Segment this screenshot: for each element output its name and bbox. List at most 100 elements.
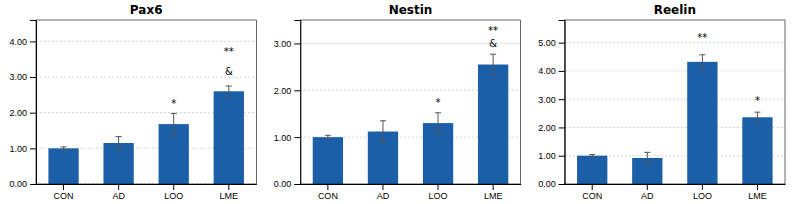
tick-mark [493, 184, 494, 190]
bar [313, 137, 343, 184]
title: Nestin [389, 3, 433, 17]
tick-mark [294, 137, 300, 138]
annotations: ***& [171, 46, 234, 109]
tick-label: 2.00 [538, 123, 556, 133]
y-axis: 0.00 1.00 2.00 3.00 4.00 5.00 [538, 21, 565, 190]
tick: 2.00 [538, 123, 565, 133]
tick-mark [63, 184, 64, 190]
tick-mark [30, 148, 36, 149]
tick-mark [30, 41, 36, 42]
error-bar [589, 155, 595, 157]
error-bar [116, 137, 122, 150]
axis-line [559, 21, 566, 185]
bar [48, 148, 78, 184]
plot-area [313, 54, 509, 184]
tick: 1.00 [538, 151, 565, 161]
tick-label: 3.00 [538, 95, 556, 105]
error-bar [754, 112, 760, 122]
tick-mark [647, 184, 648, 190]
tick-label: 5.00 [538, 38, 556, 48]
annotation: * [755, 95, 760, 106]
tick-label: LOO [693, 191, 712, 201]
bar [577, 156, 607, 184]
annotation: & [225, 66, 233, 77]
tick-mark [438, 184, 439, 190]
tick-label: 2.00 [274, 86, 292, 96]
tick: CON [54, 184, 74, 201]
tick-mark [118, 184, 119, 190]
bar [687, 62, 717, 184]
tick-mark [559, 127, 565, 128]
annotations: ***& [436, 25, 499, 107]
tick-mark [30, 184, 36, 185]
error-bar [699, 55, 705, 69]
tick-label: LOO [164, 191, 183, 201]
tick: 5.00 [538, 38, 565, 48]
bar [478, 65, 508, 184]
title: Pax6 [130, 3, 163, 17]
tick: 0.00 [538, 179, 565, 189]
grid [565, 43, 785, 184]
tick: LOO [164, 184, 183, 201]
panel: 0.001.002.003.004.005.00CONADLOOLME***Re… [538, 3, 785, 201]
tick-label: 4.00 [538, 66, 556, 76]
tick-label: 1.00 [538, 151, 556, 161]
tick: 3.00 [9, 72, 36, 82]
tick: 0.00 [9, 179, 36, 189]
tick-label: 4.00 [9, 37, 27, 47]
grid-line [300, 43, 520, 44]
x-axis: CON AD LOO LME [565, 184, 785, 201]
tick-mark [30, 113, 36, 114]
tick-mark [559, 71, 565, 72]
annotation: ** [697, 32, 707, 43]
tick-mark [294, 90, 300, 91]
tick: LME [220, 184, 239, 201]
tick-label: AD [377, 191, 390, 201]
tick: 2.00 [274, 86, 301, 96]
tick-label: 0.00 [538, 179, 556, 189]
tick-mark [173, 184, 174, 190]
tick: LOO [693, 184, 712, 201]
tick-label: 3.00 [274, 39, 292, 49]
tick-mark [30, 77, 36, 78]
tick: LME [748, 184, 767, 201]
tick: 0.00 [274, 179, 301, 189]
bar [742, 117, 772, 184]
tick-mark [757, 184, 758, 190]
error-bar [380, 121, 386, 143]
x-axis: CON AD LOO LME [37, 184, 257, 201]
tick-label: AD [641, 191, 654, 201]
error-bar [490, 54, 496, 75]
tick: CON [318, 184, 338, 201]
tick: 1.00 [274, 133, 301, 143]
tick-mark [592, 184, 593, 190]
tick-mark [294, 184, 300, 185]
grid [36, 41, 256, 184]
tick: CON [582, 184, 602, 201]
bar [214, 91, 244, 184]
annotation: ** [488, 25, 498, 36]
error-bar [325, 135, 331, 139]
tick-mark [559, 156, 565, 157]
tick-label: LOO [429, 191, 448, 201]
plot-area [577, 55, 773, 184]
annotation: ** [224, 46, 234, 57]
tick-mark [382, 184, 383, 190]
annotations: *** [697, 32, 760, 107]
plot-area [48, 86, 244, 184]
plot-frame [36, 20, 256, 184]
tick-label: AD [112, 191, 125, 201]
panel: 0.001.002.003.004.00CONADLOOLME***&Pax6 [9, 3, 256, 201]
tick: 2.00 [9, 108, 36, 118]
tick-mark [327, 184, 328, 190]
grid-line [565, 42, 785, 43]
tick: 4.00 [538, 66, 565, 76]
tick-label: CON [582, 191, 602, 201]
tick-label: 3.00 [9, 72, 27, 82]
axis-line [30, 21, 37, 185]
y-axis: 0.00 1.00 2.00 3.00 [274, 21, 301, 190]
tick: 3.00 [274, 39, 301, 49]
tick-mark [559, 99, 565, 100]
tick-mark [559, 184, 565, 185]
tick-label: 0.00 [274, 179, 292, 189]
